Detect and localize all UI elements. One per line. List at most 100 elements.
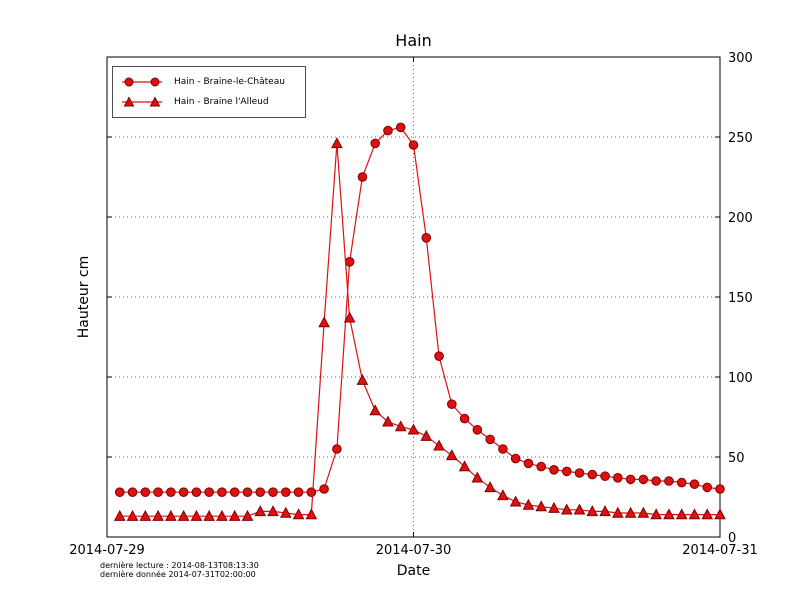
data-point-triangle [637, 506, 650, 518]
data-point-circle [715, 484, 725, 494]
y-axis-label: Hauteur cm [76, 255, 92, 339]
data-point-circle [114, 487, 125, 498]
data-point-circle [153, 487, 163, 498]
series-line-circle [119, 126, 721, 493]
data-point-triangle [279, 506, 292, 518]
data-point-triangle [305, 508, 318, 520]
data-point-triangle [714, 508, 726, 520]
chart-title: Hain [395, 31, 432, 50]
data-point-triangle [484, 481, 496, 493]
data-point-triangle [573, 503, 586, 515]
legend-item-braine-l-alleud: Hain - Braine l'Alleud [119, 92, 299, 112]
data-point-circle [587, 469, 598, 480]
x-tick-label: 2014-07-31 [682, 543, 758, 558]
x-axis-label: Date [396, 563, 431, 579]
data-point-circle [561, 466, 572, 477]
data-point-circle [217, 487, 227, 498]
data-point-circle [510, 453, 521, 464]
data-point-triangle [292, 508, 305, 520]
data-point-circle [178, 487, 189, 498]
data-point-circle [140, 487, 151, 498]
data-point-circle [638, 474, 649, 485]
data-point-triangle [420, 429, 433, 441]
data-point-circle [447, 399, 457, 410]
data-point-circle [459, 413, 470, 424]
data-point-triangle [177, 509, 190, 521]
legend-circle-marker-icon [122, 77, 162, 87]
data-point-triangle [152, 509, 164, 521]
data-point-triangle [254, 505, 267, 517]
data-point-triangle [675, 508, 688, 520]
data-point-circle [523, 458, 534, 469]
data-point-circle [357, 172, 368, 182]
y-tick-label: 250 [728, 131, 753, 146]
data-point-circle [242, 487, 253, 498]
data-point-circle [625, 474, 636, 485]
data-point-triangle [318, 316, 330, 328]
data-point-triangle [113, 509, 126, 521]
data-point-triangle [612, 506, 624, 518]
data-point-triangle [701, 508, 714, 520]
y-tick-label: 150 [728, 291, 753, 306]
data-point-triangle [331, 137, 343, 149]
data-point-circle [676, 477, 687, 488]
data-point-triangle [497, 489, 509, 501]
data-point-triangle [356, 373, 369, 385]
data-point-circle [332, 444, 342, 454]
data-point-triangle [267, 505, 279, 517]
y-tick-label: 50 [728, 451, 745, 466]
data-point-triangle [688, 508, 701, 520]
data-point-triangle [228, 509, 241, 521]
data-point-circle [664, 476, 674, 486]
data-point-circle [613, 473, 623, 483]
x-tick-label: 2014-07-30 [376, 543, 452, 558]
data-point-circle [651, 476, 661, 486]
data-point-circle [280, 487, 291, 498]
data-point-triangle [369, 404, 382, 416]
data-point-circle [255, 487, 266, 498]
data-point-circle [268, 487, 278, 498]
data-point-triangle [433, 439, 445, 451]
data-point-circle [306, 487, 317, 498]
legend-label: Hain - Braine-le-Château [174, 77, 285, 87]
y-tick-label: 100 [728, 371, 753, 386]
data-point-circle [600, 471, 610, 482]
data-point-triangle [203, 509, 215, 521]
footnote-last-data: dernière donnée 2014-07-31T02:00:00 [100, 570, 256, 579]
data-point-circle [549, 465, 559, 475]
data-point-triangle [126, 509, 139, 521]
data-point-triangle [216, 509, 228, 521]
data-point-triangle [458, 460, 471, 472]
data-point-triangle [343, 311, 356, 323]
data-point-circle [204, 487, 214, 498]
data-point-circle [383, 125, 393, 136]
data-point-circle [702, 482, 713, 493]
data-point-circle [191, 487, 202, 498]
data-point-triangle [445, 449, 458, 461]
data-point-circle [498, 444, 508, 454]
data-point-circle [434, 351, 444, 362]
data-point-triangle [139, 509, 152, 521]
data-point-triangle [548, 501, 560, 513]
data-point-triangle [471, 471, 484, 483]
footnotes: dernière lecture : 2014-08-13T08:13:30 d… [100, 561, 259, 579]
data-point-triangle [586, 505, 599, 517]
y-tick-label: 200 [728, 211, 753, 226]
data-point-triangle [241, 509, 254, 521]
data-point-triangle [165, 509, 177, 521]
data-point-circle [395, 122, 406, 133]
data-point-circle [229, 487, 240, 498]
data-point-triangle [560, 503, 573, 515]
data-point-circle [127, 487, 138, 498]
data-point-circle [574, 468, 585, 478]
y-tick-label: 300 [728, 51, 753, 66]
data-point-triangle [382, 415, 394, 427]
data-point-triangle [650, 508, 662, 520]
data-point-circle [485, 434, 495, 445]
data-point-circle [344, 257, 355, 267]
y-tick-label: 0 [728, 531, 736, 546]
x-tick-label: 2014-07-29 [69, 543, 145, 558]
data-point-triangle [190, 509, 203, 521]
data-point-circle [689, 479, 700, 490]
